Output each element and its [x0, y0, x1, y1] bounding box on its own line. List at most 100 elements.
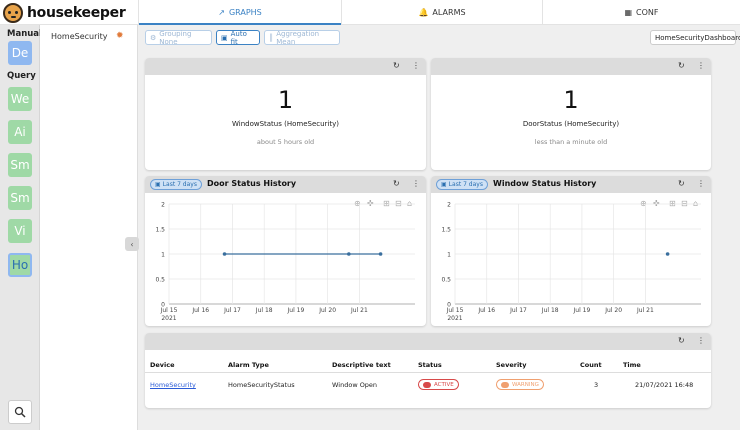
calendar-icon: ▣	[441, 181, 447, 188]
refresh-icon[interactable]: ↻	[393, 179, 400, 188]
stat-label: WindowStatus (HomeSecurity)	[231, 120, 339, 128]
stat-label: DoorStatus (HomeSecurity)	[522, 120, 620, 128]
rail-button-sm-1[interactable]: Sm	[8, 153, 32, 177]
x-tick-label: Jul 17	[223, 307, 241, 314]
device-item-homesecurity[interactable]: HomeSecurity	[51, 32, 108, 41]
header-status[interactable]: Status	[418, 361, 442, 369]
aggregation-button[interactable]: ║ Aggregation Mean	[264, 30, 340, 46]
pan-icon[interactable]: ✜	[653, 199, 660, 208]
cell-device-link[interactable]: HomeSecurity	[150, 381, 196, 389]
home-icon[interactable]: ⌂	[693, 199, 699, 208]
header-device[interactable]: Device	[150, 361, 175, 369]
rail-button-ho[interactable]: Ho	[8, 253, 32, 277]
y-tick-label: 1	[447, 252, 451, 259]
data-point	[347, 252, 351, 256]
alarm-bell-icon[interactable]: ✹	[116, 31, 124, 41]
refresh-icon[interactable]: ↻	[678, 179, 685, 188]
x-tick-label: Jul 20	[604, 307, 622, 314]
x-tick-label: Jul 16	[477, 307, 495, 314]
y-tick-label: 0	[447, 302, 451, 309]
zoom-icon[interactable]: ⊕	[640, 199, 647, 208]
device-panel: HomeSecurity ✹	[40, 25, 138, 430]
cell-descriptive-text: Window Open	[332, 381, 378, 389]
search-button[interactable]	[8, 400, 32, 424]
range-badge[interactable]: ▣ Last 7 days	[150, 179, 202, 190]
zoom-icon[interactable]: ⊕	[354, 199, 361, 208]
search-icon	[14, 406, 26, 418]
more-menu-icon[interactable]: ⋮	[412, 61, 420, 70]
autofit-label: Auto fit	[230, 29, 247, 46]
stat-age: less than a minute old	[534, 138, 608, 146]
stat-value: 1	[277, 86, 294, 114]
chart-title: Door Status History	[207, 179, 297, 188]
autofit-button[interactable]: ▣ Auto fit	[216, 29, 260, 46]
header-alarm-type[interactable]: Alarm Type	[228, 361, 269, 369]
zoom-out-icon[interactable]: ⊟	[395, 199, 402, 208]
status-badge: ACTIVE	[418, 379, 459, 390]
chart-card-door: ▣ Last 7 days Door Status History ↻ ⋮ ⊕ …	[145, 176, 426, 326]
rail-button-ai[interactable]: Ai	[8, 120, 32, 144]
rail-button-vi[interactable]: Vi	[8, 219, 32, 243]
home-icon[interactable]: ⌂	[407, 199, 413, 208]
x-tick-label: Jul 15	[446, 307, 464, 314]
card-header	[431, 58, 711, 75]
y-tick-label: 1.5	[441, 227, 451, 234]
x-tick-label: Jul 19	[573, 307, 591, 314]
data-point	[665, 252, 670, 256]
y-tick-label: 1	[161, 252, 165, 259]
data-point	[222, 252, 227, 256]
more-menu-icon[interactable]: ⋮	[697, 179, 705, 188]
cell-time: 21/07/2021 16:48	[635, 381, 694, 389]
cell-alarm-type: HomeSecurityStatus	[228, 381, 295, 389]
tab-conf[interactable]: ▦ CONF	[542, 0, 740, 24]
x-tick-label: Jul 18	[255, 307, 273, 314]
x-tick-label: Jul 19	[287, 307, 305, 314]
bar-icon: ║	[269, 33, 274, 42]
header-count[interactable]: Count	[580, 361, 602, 369]
header-severity[interactable]: Severity	[496, 361, 527, 369]
tab-alarms[interactable]: 🔔 ALARMS	[341, 0, 542, 24]
y-tick-label: 2	[161, 202, 165, 209]
x-tick-label: Jul 21	[350, 307, 368, 314]
refresh-icon[interactable]: ↻	[393, 61, 400, 70]
top-bar: housekeeper ↗ GRAPHS 🔔 ALARMS ▦ CONF	[0, 0, 740, 25]
x-tick-label: Jul 16	[191, 307, 209, 314]
x-tick-label: Jul 20	[318, 307, 336, 314]
grouping-button[interactable]: ⚙ Grouping None	[145, 30, 212, 46]
pan-icon[interactable]: ✜	[367, 199, 374, 208]
rail-button-we[interactable]: We	[8, 87, 32, 111]
x-tick-label: 2021	[161, 315, 176, 322]
dashboard-select[interactable]: HomeSecurityDashboard	[650, 30, 740, 45]
range-badge[interactable]: ▣ Last 7 days	[436, 179, 488, 190]
refresh-icon[interactable]: ↻	[678, 336, 685, 345]
app-name: housekeeper	[27, 4, 126, 21]
status-text: ACTIVE	[434, 381, 454, 388]
header-time[interactable]: Time	[623, 361, 641, 369]
collapse-panel-button[interactable]: ‹	[125, 237, 139, 251]
rail-button-sm-2[interactable]: Sm	[8, 186, 32, 210]
zoom-in-icon[interactable]: ⊞	[383, 199, 390, 208]
app-logo[interactable]: housekeeper	[3, 2, 138, 23]
severity-text: WARNING	[512, 381, 539, 388]
stat-card-window: ↻ ⋮ 1 WindowStatus (HomeSecurity) about …	[145, 58, 426, 170]
more-menu-icon[interactable]: ⋮	[412, 179, 420, 188]
card-header	[431, 176, 711, 193]
more-menu-icon[interactable]: ⋮	[697, 61, 705, 70]
tab-graphs[interactable]: ↗ GRAPHS	[138, 0, 341, 25]
header-descriptive-text[interactable]: Descriptive text	[332, 361, 391, 369]
tab-conf-label: CONF	[636, 7, 659, 17]
alarms-table-card: ↻ ⋮ Device Alarm Type Descriptive text S…	[145, 333, 711, 408]
tab-graphs-label: GRAPHS	[228, 7, 262, 17]
query-label: Query	[7, 71, 36, 81]
y-tick-label: 1.5	[155, 227, 165, 234]
zoom-in-icon[interactable]: ⊞	[669, 199, 676, 208]
table-divider	[145, 372, 711, 373]
bell-icon: 🔔	[418, 7, 429, 17]
chart-title: Window Status History	[493, 179, 597, 188]
zoom-out-icon[interactable]: ⊟	[681, 199, 688, 208]
refresh-icon[interactable]: ↻	[678, 61, 685, 70]
more-menu-icon[interactable]: ⋮	[697, 336, 705, 345]
rail-button-de[interactable]: De	[8, 41, 32, 65]
